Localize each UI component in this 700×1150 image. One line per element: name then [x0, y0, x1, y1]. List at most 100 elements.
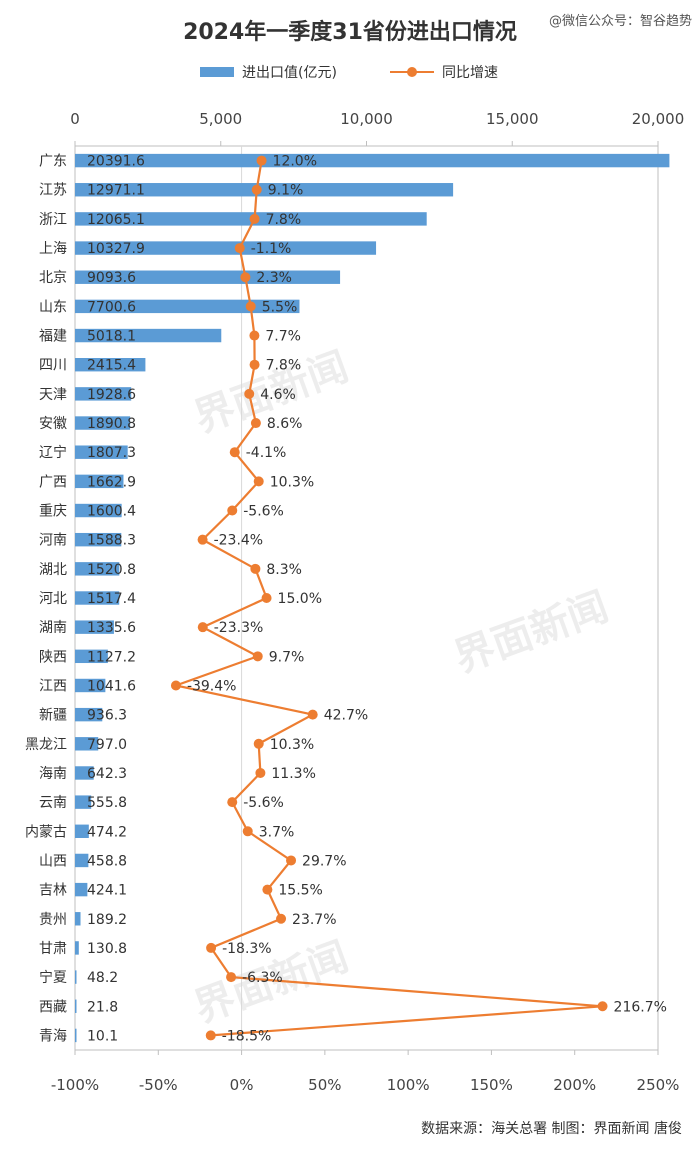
- chart-title: 2024年一季度31省份进出口情况: [183, 20, 517, 45]
- growth-marker: [197, 534, 208, 545]
- bar: [75, 328, 222, 343]
- bar: [75, 853, 89, 868]
- bar: [75, 678, 106, 693]
- category-label: 湖北: [39, 562, 67, 578]
- growth-value-label: 7.8%: [266, 358, 302, 374]
- growth-marker: [242, 826, 253, 837]
- bar-value-label: 1517.4: [87, 591, 136, 607]
- growth-marker: [249, 330, 260, 341]
- bar-value-label: 1807.3: [87, 445, 136, 461]
- growth-value-label: -23.4%: [214, 533, 264, 549]
- category-label: 湖南: [39, 620, 67, 636]
- category-label: 广东: [39, 154, 67, 170]
- bar-value-label: 936.3: [87, 708, 127, 724]
- bar: [75, 649, 108, 664]
- growth-value-label: 10.3%: [270, 474, 314, 490]
- bar: [75, 241, 377, 255]
- bar-value-label: 424.1: [87, 883, 127, 899]
- bar: [75, 941, 79, 955]
- bar: [75, 183, 454, 197]
- bar-value-label: 20391.6: [87, 154, 145, 170]
- bar-value-label: 5018.1: [87, 329, 136, 345]
- legend-line-label: 同比增速: [442, 65, 498, 81]
- bar: [75, 270, 341, 284]
- growth-marker: [250, 418, 261, 429]
- growth-value-label: 5.5%: [262, 299, 298, 315]
- growth-marker: [229, 447, 240, 458]
- growth-marker: [276, 913, 287, 924]
- growth-value-label: 15.5%: [278, 883, 322, 899]
- bar-value-label: 1662.9: [87, 474, 136, 490]
- growth-value-label: 216.7%: [614, 999, 667, 1015]
- bar-value-label: 48.2: [87, 970, 118, 986]
- growth-value-label: -5.6%: [243, 795, 284, 811]
- bottom-axis-tick-label: 0%: [230, 1076, 254, 1094]
- bar: [75, 707, 103, 722]
- growth-value-label: 8.3%: [266, 562, 302, 578]
- bar: [75, 299, 300, 314]
- category-label: 重庆: [39, 504, 67, 520]
- bar-value-label: 10327.9: [87, 241, 145, 257]
- bar-value-label: 1928.6: [87, 387, 136, 403]
- growth-marker: [245, 301, 256, 312]
- growth-marker: [253, 476, 264, 487]
- top-axis-tick-label: 20,000: [632, 110, 685, 128]
- growth-marker: [250, 563, 261, 574]
- growth-marker: [252, 651, 263, 662]
- bar: [75, 591, 120, 605]
- bar: [75, 882, 88, 897]
- growth-marker: [307, 709, 318, 720]
- bar: [75, 824, 89, 838]
- growth-value-label: -18.3%: [222, 941, 272, 957]
- bottom-axis-tick-label: 250%: [637, 1076, 680, 1094]
- category-label: 云南: [39, 795, 67, 811]
- category-label: 天津: [39, 387, 67, 403]
- bar-value-label: 1041.6: [87, 678, 136, 694]
- bar: [75, 358, 146, 372]
- category-label: 山西: [39, 853, 67, 869]
- bottom-axis-tick-label: -50%: [139, 1076, 178, 1094]
- bar-value-label: 1335.6: [87, 620, 136, 636]
- bar-value-label: 474.2: [87, 824, 127, 840]
- category-label: 甘肃: [39, 941, 67, 957]
- growth-marker: [249, 359, 260, 370]
- top-axis-tick-label: 0: [70, 110, 80, 128]
- category-label: 宁夏: [39, 969, 67, 986]
- category-label: 江西: [39, 678, 67, 694]
- growth-line: [171, 160, 603, 1037]
- bar: [75, 999, 77, 1013]
- growth-value-label: 15.0%: [278, 591, 322, 607]
- category-label: 江苏: [39, 183, 67, 199]
- growth-marker: [227, 797, 238, 808]
- bottom-axis-tick-label: 150%: [470, 1076, 513, 1094]
- source-note: 数据来源：海关总署 制图：界面新闻 唐俊: [421, 1121, 682, 1137]
- growth-value-label: 2.3%: [256, 270, 292, 286]
- category-label: 福建: [39, 329, 67, 345]
- bar-value-label: 9093.6: [87, 270, 136, 286]
- category-label: 西藏: [39, 999, 67, 1015]
- bar-value-label: 21.8: [87, 999, 118, 1015]
- bar: [75, 912, 81, 926]
- bar-value-label: 555.8: [87, 795, 127, 811]
- top-axis-tick-label: 15,000: [486, 110, 539, 128]
- category-label: 上海: [39, 241, 67, 257]
- growth-value-label: -23.3%: [214, 620, 264, 636]
- growth-value-label: 11.3%: [271, 766, 315, 782]
- growth-marker: [206, 942, 217, 953]
- bar-value-label: 2415.4: [87, 358, 136, 374]
- bar: [75, 970, 77, 984]
- bar: [75, 153, 670, 168]
- growth-marker: [244, 388, 255, 399]
- bar-value-label: 1127.2: [87, 649, 136, 665]
- growth-value-label: -5.6%: [243, 504, 284, 520]
- bar: [75, 387, 132, 401]
- growth-marker: [226, 972, 237, 983]
- category-label: 海南: [39, 766, 67, 782]
- growth-marker: [197, 622, 208, 633]
- bar: [75, 795, 92, 809]
- growth-marker: [286, 855, 297, 866]
- bar-value-label: 12065.1: [87, 212, 145, 228]
- category-label: 陕西: [39, 649, 67, 665]
- bottom-axis-tick-label: 50%: [308, 1076, 341, 1094]
- bar: [75, 620, 114, 634]
